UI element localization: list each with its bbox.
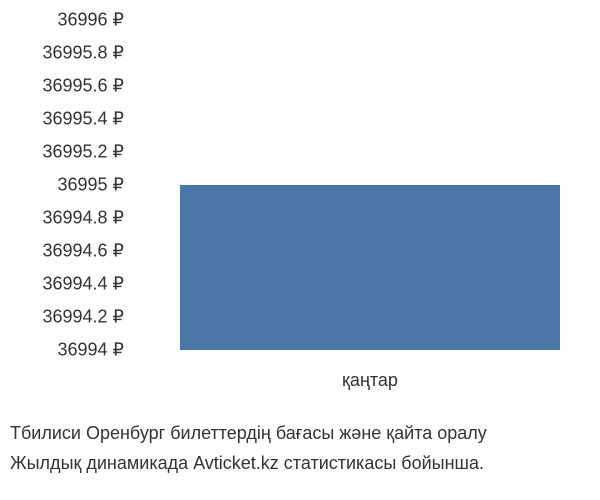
y-tick: 36996 ₽: [57, 10, 124, 31]
caption-line-2: Жылдық динамикада Avticket.kz статистика…: [10, 450, 484, 477]
y-tick: 36994.6 ₽: [42, 241, 124, 262]
y-tick: 36994.4 ₽: [42, 274, 124, 295]
bar-january: [180, 185, 560, 350]
x-axis-label: қаңтар: [342, 370, 398, 391]
y-tick: 36995 ₽: [57, 175, 124, 196]
y-tick: 36994 ₽: [57, 340, 124, 361]
y-axis: 36996 ₽ 36995.8 ₽ 36995.6 ₽ 36995.4 ₽ 36…: [0, 20, 132, 360]
plot-area: қаңтар: [132, 20, 592, 350]
y-tick: 36995.8 ₽: [42, 43, 124, 64]
price-chart: 36996 ₽ 36995.8 ₽ 36995.6 ₽ 36995.4 ₽ 36…: [0, 20, 600, 400]
y-tick: 36995.6 ₽: [42, 76, 124, 97]
caption-line-1: Тбилиси Оренбург билеттердің бағасы және…: [10, 420, 487, 447]
y-tick: 36994.2 ₽: [42, 307, 124, 328]
y-tick: 36995.4 ₽: [42, 109, 124, 130]
y-tick: 36995.2 ₽: [42, 142, 124, 163]
y-tick: 36994.8 ₽: [42, 208, 124, 229]
